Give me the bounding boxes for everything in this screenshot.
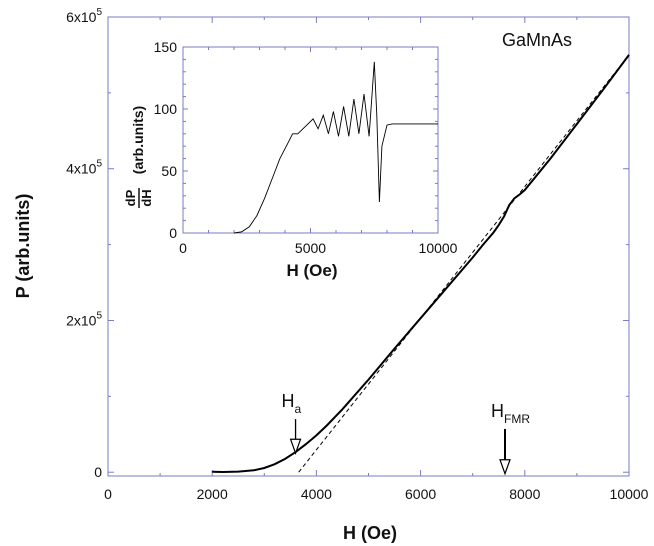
inset-y-axis-title: dP dH (arb.units) — [123, 106, 154, 208]
main-annotations: Ha HFMR — [282, 391, 530, 476]
inset-y-tick-label: 50 — [161, 163, 177, 179]
inset-y-fraction-denominator: dH — [139, 189, 154, 206]
main-x-tick-label: 2000 — [197, 486, 228, 502]
main-x-tick-label: 6000 — [405, 486, 436, 502]
inset-y-tick-labels: 0 50 100 150 — [154, 39, 178, 241]
inset-x-tick-label: 0 — [179, 240, 187, 256]
inset-y-tick-label: 150 — [154, 39, 178, 55]
inset-plot: 0 5000 10000 0 50 100 150 H (Oe) dP dH (arb.u… — [123, 39, 458, 280]
annotation-arrow-head — [499, 459, 511, 476]
inset-y-fraction-numerator: dP — [123, 189, 138, 206]
main-x-axis-title: H (Oe) — [343, 523, 397, 543]
inset-y-tick-label: 0 — [169, 225, 177, 241]
inset-x-tick-label: 10000 — [419, 240, 458, 256]
main-y-axis-title: P (arb.units) — [13, 194, 33, 299]
inset-plot-background — [183, 47, 438, 233]
inset-y-tick-label: 100 — [154, 101, 178, 117]
main-series-group — [212, 54, 630, 474]
inset-x-tick-labels: 0 5000 10000 — [179, 240, 458, 256]
annotation-arrow-head — [289, 438, 302, 456]
main-y-tick-labels: 0 2x105 4x105 6x105 — [66, 7, 102, 480]
main-y-tick-label: 0 — [94, 464, 102, 480]
main-y-tick-label: 4x105 — [66, 159, 102, 177]
main-linear-fit-line — [298, 54, 630, 473]
main-x-tick-label: 10000 — [610, 486, 649, 502]
main-x-tick-labels: 0 2000 4000 6000 8000 10000 — [104, 486, 649, 502]
inset-x-axis-title: H (Oe) — [287, 261, 338, 280]
inset-y-units: (arb.units) — [130, 106, 146, 174]
main-y-tick-label: 6x105 — [66, 7, 102, 25]
inset-series-group — [233, 61, 438, 234]
main-axis-ticks — [107, 16, 630, 476]
inset-derivative-curve — [233, 61, 438, 234]
main-x-tick-label: 8000 — [509, 486, 540, 502]
annotation-fmr: HFMR — [491, 401, 530, 426]
inset-axis-ticks — [182, 46, 439, 234]
inset-x-tick-label: 5000 — [295, 240, 326, 256]
annotation-a: Ha — [282, 391, 302, 416]
main-plot: 0 2000 4000 6000 8000 10000 02x1054x1056x105 … — [13, 7, 649, 543]
main-x-tick-label: 4000 — [301, 486, 332, 502]
main-x-tick-label: 0 — [104, 486, 112, 502]
main-y-tick-label: 2x105 — [66, 310, 102, 328]
sample-label: GaMnAs — [502, 30, 572, 50]
